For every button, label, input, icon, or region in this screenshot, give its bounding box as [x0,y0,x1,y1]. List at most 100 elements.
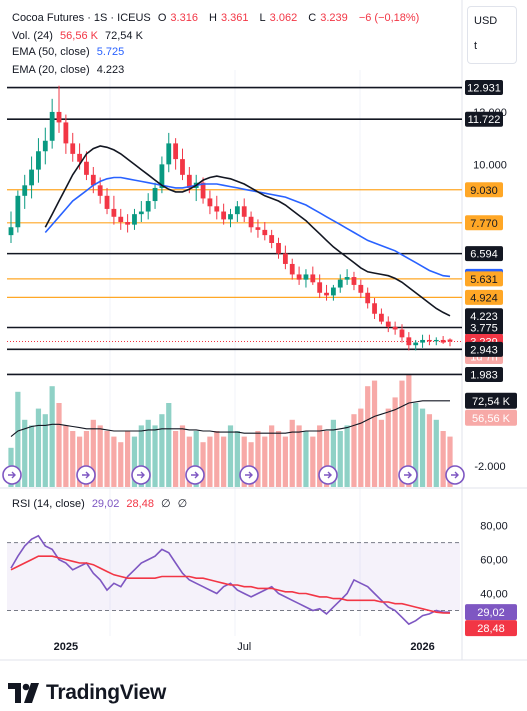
volume-bar [337,431,343,487]
volume-bar [131,436,138,487]
price-label-text-0: 12.931 [467,83,501,95]
candle-body [180,159,185,175]
price-label-text-9: 3.775 [470,323,498,335]
time-axis[interactable]: 2025 Jul 2026 [54,641,435,653]
rsi-pane: 80,00 60,00 40,00 29,02 28,48 [7,521,517,637]
candle-body [145,201,151,212]
volume-bar [166,403,172,487]
tradingview-logo[interactable]: TradingView [8,680,166,706]
candle-body [330,287,336,296]
volume-bar [214,431,220,487]
volume-bar [378,419,385,487]
rsi-label-text-0: 29,02 [477,607,505,619]
candle-body [84,161,89,175]
time-label-2: 2026 [410,641,434,653]
candle-body [111,208,117,217]
volume-bar [310,436,316,487]
candle-body [63,122,69,144]
volume-ma-label-text: 72,54 K [472,396,511,408]
currency-unit-button[interactable]: USD t [467,6,517,64]
price-label-8 [465,308,503,324]
volume-bar [426,414,433,487]
price-label-6 [465,271,503,287]
price-label-12 [465,341,503,357]
ema20-value: 4.223 [96,64,125,76]
candle-body [406,337,412,346]
price-label-text-6: 5.631 [470,274,498,286]
rsi-label: RSI (14, close) [12,498,85,510]
open-value: 3.316 [170,12,198,24]
volume-bar [275,431,282,487]
candle-body [276,242,281,254]
tradingview-logo-icon [8,683,39,703]
rsi-extra-1: ∅ [161,498,171,510]
volume-bar [138,425,144,487]
ema20-line [44,145,451,317]
legend-volume[interactable]: Vol. (24) 56,56 K 72,54 K [12,29,147,43]
price-label-text-3: 7.770 [470,218,498,230]
candle-body [337,279,343,288]
price-label-text-7: 4.924 [470,292,498,304]
legend-rsi[interactable]: RSI (14, close) 29,02 28,48 ∅ ∅ [12,497,191,510]
candle-body [344,277,350,280]
candle-body [310,274,316,283]
event-markers [2,465,465,485]
volume-bar [323,431,330,487]
candle-body [97,185,103,196]
candle-body [296,274,302,280]
legend-ema50[interactable]: EMA (50, close) 5.725 [12,45,128,59]
candle-body [420,339,425,343]
ema50-line [44,176,451,278]
currency-label: USD [474,15,498,27]
candle-body [36,151,41,170]
ema50-value: 5.725 [96,46,125,58]
volume-bar [447,436,453,487]
candle-body [289,263,295,275]
candle-body [228,214,233,220]
volume-bar [200,442,206,487]
candle-body [324,292,329,296]
price-axis[interactable]: 12.00010.000-2.00012.93111.7229.0307.770… [465,80,507,473]
volume-bar [385,408,391,487]
candle-body [379,313,384,322]
price-label-7 [465,289,503,305]
volume-bar [365,386,371,487]
candle-body [365,292,371,304]
price-label-3 [465,215,503,231]
event-arrow-icon [245,471,253,479]
candle-body [200,182,206,199]
candle-body [221,211,227,220]
volume-bar [269,425,275,487]
volume-bar [152,425,158,487]
volume-bar [248,442,254,487]
symbol-title[interactable]: Cocoa Futures · 1S · ICEUS [12,12,151,24]
candle-body [234,206,240,215]
candle-body [248,216,254,228]
rsi-ma-value: 28,48 [126,498,154,510]
event-arrow-icon [324,471,332,479]
candle-body [303,274,309,280]
candle-body [440,339,446,343]
price-label-text-2: 9.030 [470,185,498,197]
price-label-text-13: 1.983 [470,369,498,381]
volume-bar [296,425,302,487]
candle-body [269,235,275,243]
candle-body [433,339,439,342]
volume-bar [145,419,151,487]
volume-bar [433,419,439,487]
volume-bar [358,408,364,487]
rsi-label-1 [465,620,517,637]
volume-bar [186,436,192,487]
price-label-13 [465,366,503,382]
candle-body [372,303,377,314]
event-arrow-icon [451,471,459,479]
volume-bar [371,380,378,487]
candle-body [125,222,131,225]
price-tick-1: 10.000 [473,159,507,171]
unit-label: t [474,40,478,52]
candle-body [166,143,172,165]
candle-body [118,216,124,223]
price-label-text-8: 4.223 [470,311,498,323]
legend-ema20[interactable]: EMA (20, close) 4.223 [12,63,128,77]
